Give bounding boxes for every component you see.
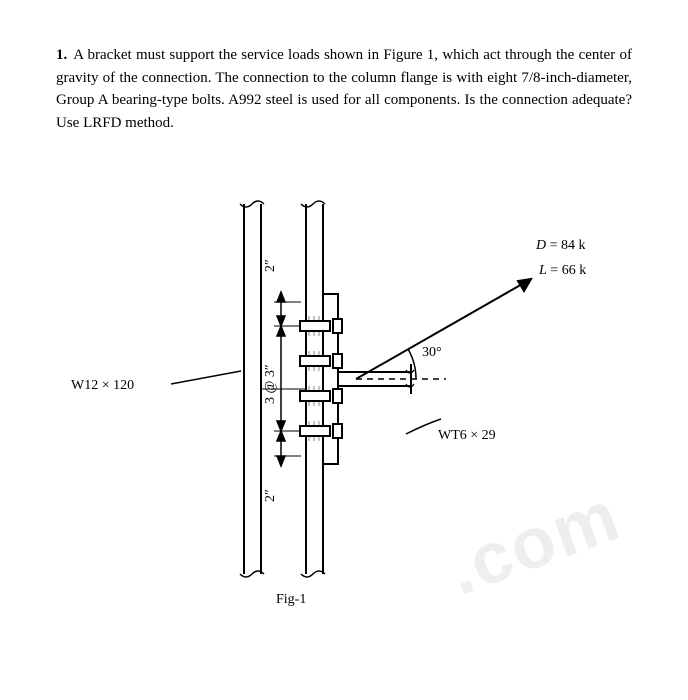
- figure-1: .com: [56, 174, 632, 604]
- dim-bottom-edge: 2″: [263, 489, 278, 502]
- figure-caption: Fig-1: [276, 592, 306, 608]
- column-label: W12 × 120: [71, 378, 134, 393]
- tee-label: WT6 × 29: [438, 428, 496, 443]
- dead-load: D = 84 k: [535, 238, 586, 253]
- bracket-diagram: W12 × 120 WT6 × 29 30° D = 84 k L = 66 k…: [56, 174, 632, 604]
- live-load: L = 66 k: [538, 263, 586, 278]
- problem-statement: 1.A bracket must support the service loa…: [56, 44, 632, 134]
- angle-label: 30°: [422, 345, 442, 360]
- dim-top-edge: 2″: [263, 259, 278, 272]
- dim-bolt-spacing: 3 @ 3″: [263, 364, 278, 404]
- problem-number: 1.: [56, 47, 67, 63]
- problem-body: A bracket must support the service loads…: [56, 47, 632, 131]
